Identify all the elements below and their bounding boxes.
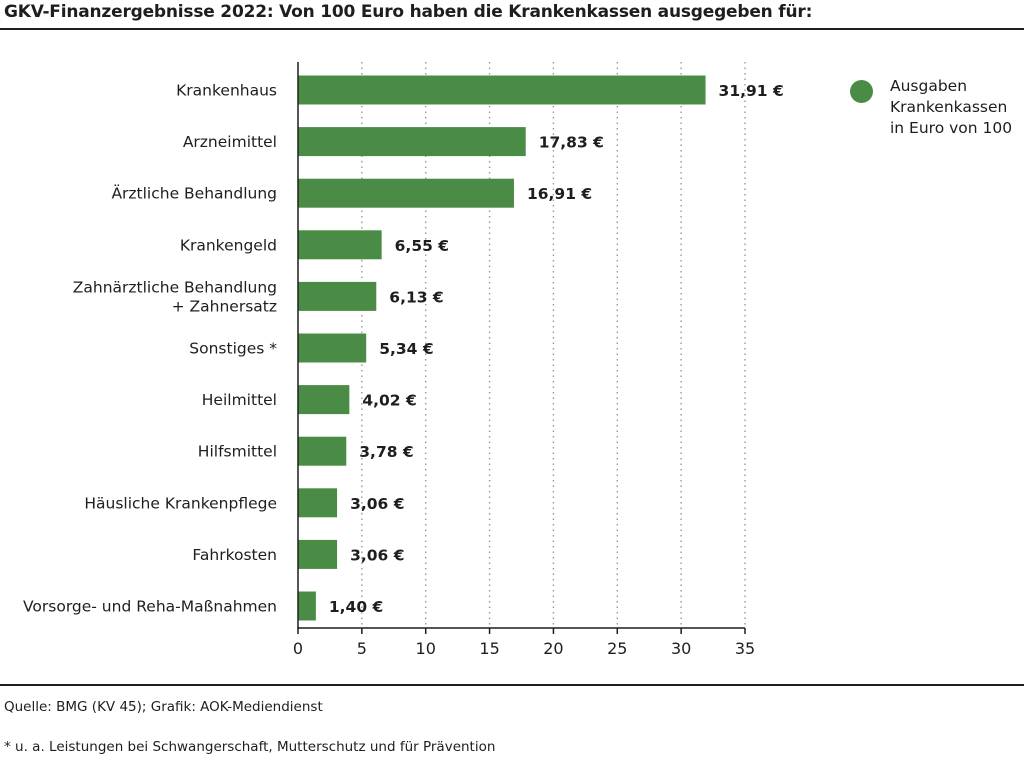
category-label: Häusliche Krankenpflege — [84, 494, 277, 512]
legend-label: Ausgaben Krankenkassen in Euro von 100 — [890, 77, 1013, 137]
x-tick-label: 5 — [357, 639, 367, 658]
bar — [298, 539, 338, 569]
bar — [298, 75, 706, 105]
value-label: 6,55 € — [395, 237, 449, 255]
category-labels: Krankenhaus Arzneimittel Ärztliche Behandl… — [23, 82, 277, 616]
chart-title: GKV-Finanzergebnisse 2022: Von 100 Euro … — [4, 2, 813, 22]
x-tick-label: 0 — [293, 639, 303, 658]
value-label: 31,91 € — [719, 82, 784, 100]
value-label: 6,13 € — [389, 288, 443, 306]
bar — [298, 488, 338, 518]
value-label: 3,06 € — [350, 495, 404, 513]
value-label: 5,34 € — [379, 340, 433, 358]
category-label: Fahrkosten — [192, 546, 277, 564]
source-note: Quelle: BMG (KV 45); Grafik: AOK-Mediend… — [4, 699, 323, 715]
bar — [298, 436, 347, 466]
x-tick-label: 25 — [607, 639, 627, 658]
bar — [298, 178, 514, 208]
grid-lines — [361, 62, 746, 628]
title-rule — [0, 28, 1024, 30]
category-label: Krankengeld — [180, 236, 277, 254]
bar — [298, 127, 526, 157]
category-label: Heilmittel — [202, 391, 277, 409]
category-label: Sonstiges * — [189, 340, 277, 358]
x-tick-label: 30 — [671, 639, 691, 658]
x-tick-label: 20 — [543, 639, 563, 658]
bar — [298, 281, 377, 311]
bar — [298, 333, 367, 363]
x-tick-label: 10 — [416, 639, 436, 658]
legend-marker — [850, 80, 873, 103]
x-tick-label: 15 — [479, 639, 499, 658]
footnote: * u. a. Leistungen bei Schwangerschaft, … — [4, 739, 496, 755]
category-label: Hilfsmittel — [198, 443, 277, 461]
bar — [298, 591, 316, 621]
bars — [298, 75, 706, 621]
x-axis: 0 5 10 15 20 25 30 35 — [293, 62, 755, 658]
category-label: Arzneimittel — [183, 133, 277, 151]
category-label: Vorsorge- und Reha-Maßnahmen — [23, 598, 277, 616]
value-label: 1,40 € — [329, 598, 383, 616]
x-tick-label: 35 — [735, 639, 755, 658]
value-label: 16,91 € — [527, 185, 592, 203]
value-label: 4,02 € — [362, 392, 416, 410]
bar — [298, 385, 350, 415]
value-label: 3,78 € — [359, 443, 413, 461]
footer-rule — [0, 684, 1024, 686]
category-label: Ärztliche Behandlung — [111, 184, 277, 203]
value-label: 3,06 € — [350, 546, 404, 564]
value-labels: 31,91 € 17,83 € 16,91 € 6,55 € 6,13 € 5,34 € 4… — [329, 82, 784, 616]
category-label: Zahnärztliche Behandlung + Zahnersatz — [73, 278, 277, 315]
category-label: Krankenhaus — [176, 82, 277, 100]
value-label: 17,83 € — [539, 134, 604, 152]
bar — [298, 230, 382, 260]
